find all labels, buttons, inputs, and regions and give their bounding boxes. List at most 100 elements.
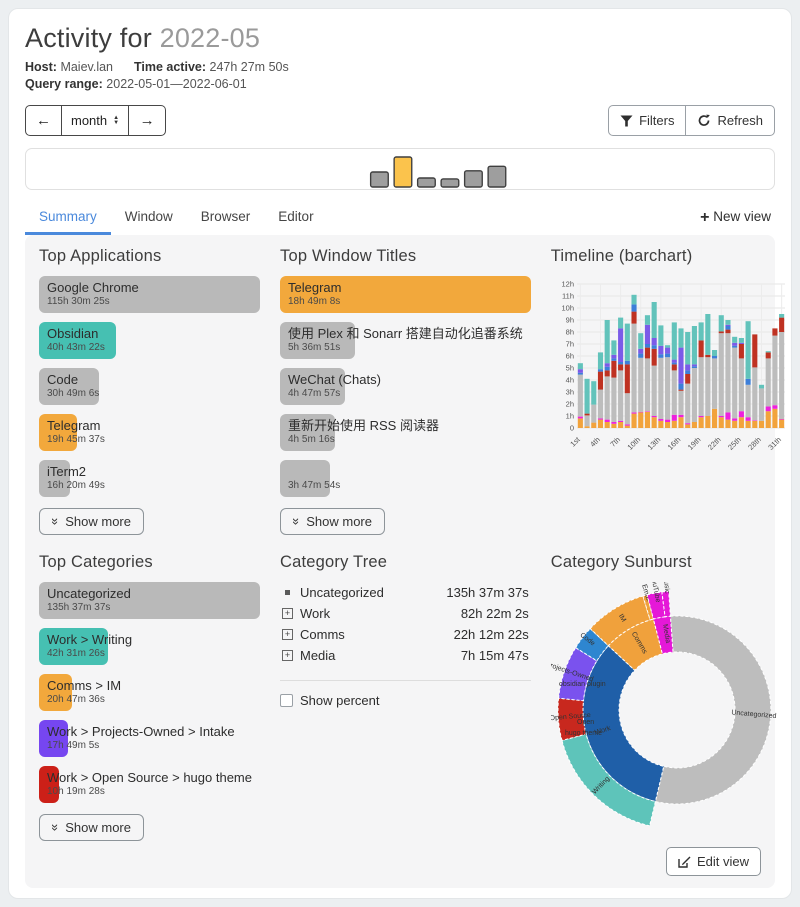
svg-text:Uncategorized: Uncategorized [731,709,777,720]
expand-plus-icon[interactable]: + [282,608,293,619]
refresh-button[interactable]: Refresh [685,105,775,136]
period-overview-chart[interactable] [25,148,775,190]
show-percent-checkbox[interactable] [280,694,293,707]
svg-text:11h: 11h [562,292,574,301]
time-active-label: Time active: [133,60,207,74]
duration-bar [39,674,73,711]
item-duration: 20h 47m 36s [47,694,105,705]
filters-button-label: Filters [639,113,675,128]
leaf-bullet-icon [285,590,290,595]
panel-top-categories: Top Categories Uncategorized 135h 37m 37s… [39,553,260,841]
filters-button[interactable]: Filters [608,105,686,136]
duration-bar [39,322,117,359]
panel-top-applications: Top Applications Google Chrome 115h 30m 2… [39,247,260,535]
svg-text:1st: 1st [568,434,582,448]
svg-text:obsidian plugin: obsidian plugin [559,681,606,688]
svg-text:Open: Open [577,719,594,726]
svg-text:10h: 10h [561,304,574,313]
tab-window[interactable]: Window [124,209,173,224]
next-period-button[interactable]: → [129,105,167,136]
top-applications-title: Top Applications [39,247,162,265]
svg-text:5h: 5h [565,364,573,373]
edit-view-button[interactable]: Edit view [665,847,761,876]
svg-text:Work: Work [594,725,612,737]
duration-bar [39,720,68,757]
expand-plus-icon[interactable]: + [282,629,293,640]
bar-text: Work > Projects-Owned > Intake 17h 49m 5s [39,720,260,756]
top-applications-list: Google Chrome 115h 30m 25s Obsidian 40h 43m… [39,276,260,497]
svg-text:19th: 19th [686,435,703,452]
show-more-titles-button[interactable]: » Show more [280,508,385,535]
view-tabs-row: Summary Window Browser Editor + New view [25,200,775,235]
list-item: Google Chrome 115h 30m 25s [39,276,260,313]
query-range-label: Query range: [25,77,103,91]
tab-editor[interactable]: Editor [278,209,314,224]
edit-pencil-icon [678,856,691,868]
category-tree-row: + Comms 22h 12m 22s [280,624,531,645]
item-label: 使用 Plex 和 Sonarr 搭建自动化追番系统 [288,326,523,341]
category-name: Comms [300,627,345,642]
show-more-label: Show more [65,820,131,835]
duration-bar [39,276,260,313]
category-duration: 135h 37m 37s [446,585,529,600]
panel-category-tree: Category Tree Uncategorized 135h 37m 37s +… [280,553,531,841]
category-tree-row: Uncategorized 135h 37m 37s [280,582,531,603]
period-select[interactable]: month ▲ ▼ [62,105,130,136]
period-select-value: month [71,113,108,128]
duration-bar [39,414,77,451]
item-duration: 17h 49m 5s [47,740,100,751]
show-more-applications-button[interactable]: » Show more [39,508,144,535]
activity-view-card: Activity for 2022-05 Host: Maiev.lan Tim… [8,8,792,899]
item-label: Google Chrome [47,280,139,295]
item-label: Code [47,372,79,387]
show-more-categories-button[interactable]: » Show more [39,814,144,841]
period-nav-group: ← month ▲ ▼ → [25,105,167,136]
panel-timeline-barchart: Timeline (barchart) 0 1h 2h 3h 4h 5h 6h 7h 8h 9h 1… [551,247,791,535]
item-label: Work > Projects-Owned > Intake [47,724,235,739]
bar-text: Comms > IM 20h 47m 36s [39,674,260,710]
item-duration: 42h 31m 26s [47,648,105,659]
category-duration: 7h 15m 47s [460,648,529,663]
show-percent-row: Show percent [280,693,531,708]
item-label: Work > Open Source > hugo theme [47,770,252,785]
svg-text:Music: Music [661,582,670,594]
svg-text:16th: 16th [665,435,682,452]
bar-text: Work > Writing 42h 31m 26s [39,628,260,664]
duration-bar [39,628,108,665]
list-item: Obsidian 40h 43m 22s [39,322,260,359]
svg-text:9h: 9h [565,316,573,325]
item-label: iTerm2 [47,464,87,479]
duration-bar [39,582,260,619]
item-duration: 115h 30m 25s [47,296,110,307]
tab-summary[interactable]: Summary [25,200,111,235]
list-item: 使用 Plex 和 Sonarr 搭建自动化追番系统 5h 36m 51s [280,322,531,359]
svg-text:hugo theme: hugo theme [565,730,602,737]
svg-text:10th: 10th [625,435,642,452]
host-value: Maiev.lan [60,60,114,74]
expand-plus-icon[interactable]: + [282,650,293,661]
tab-browser[interactable]: Browser [200,209,251,224]
category-name: Uncategorized [300,585,384,600]
page-title-period: 2022-05 [159,23,261,53]
item-duration: 3h 47m 54s [288,480,341,491]
show-more-label: Show more [306,514,372,529]
duration-bar [39,368,99,405]
category-tree-row: + Media 7h 15m 47s [280,645,531,666]
category-name: Work [300,606,331,621]
summary-view-content: Top Applications Google Chrome 115h 30m 2… [25,235,785,888]
query-range-value: 2022-05-01—2022-06-01 [106,77,247,91]
list-item: WeChat (Chats) 4h 47m 57s [280,368,531,405]
double-chevron-down-icon: » [48,517,64,526]
category-duration: 82h 22m 2s [460,606,529,621]
prev-period-button[interactable]: ← [25,105,62,136]
item-duration: 19h 45m 37s [47,434,105,445]
time-active-value: 247h 27m 50s [209,60,289,74]
category-name: Media [300,648,336,663]
svg-text:22th: 22th [706,435,723,452]
svg-text:7th: 7th [608,435,622,449]
new-view-button[interactable]: + New view [696,203,775,233]
select-updown-icon: ▲ ▼ [113,114,120,126]
svg-text:2h: 2h [565,400,573,409]
category-tree-list: Uncategorized 135h 37m 37s + Work 82h 22m 2s… [280,582,531,666]
item-label [288,463,523,480]
